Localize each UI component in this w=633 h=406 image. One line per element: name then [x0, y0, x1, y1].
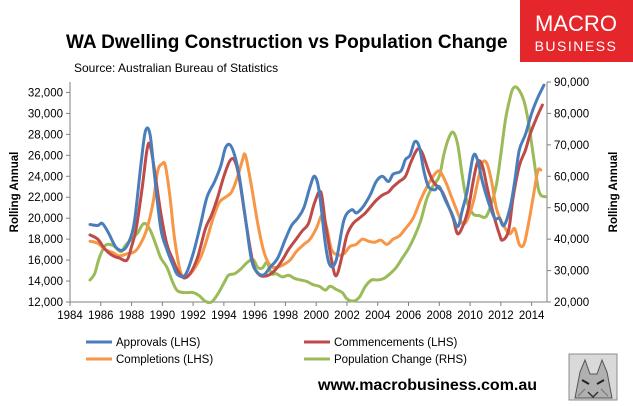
series-line-population-change: [88, 85, 547, 305]
x-tick-label: 1998: [273, 310, 299, 322]
x-tick-label: 1990: [150, 310, 176, 322]
y-right-tick-label: 60,000: [554, 171, 589, 183]
x-tick-label: 2000: [303, 310, 329, 322]
y-left-tick-label: 12,000: [28, 297, 63, 309]
x-tick-label: 2004: [365, 310, 391, 322]
y-right-tick-label: 40,000: [554, 234, 589, 246]
wolf-mascot-icon: [568, 353, 618, 401]
chart-subtitle: Source: Australian Bureau of Statistics: [74, 61, 278, 75]
chart-title: WA Dwelling Construction vs Population C…: [66, 32, 508, 53]
y-right-tick-label: 70,000: [554, 140, 589, 152]
logo-background: [520, 0, 633, 62]
website-url[interactable]: www.macrobusiness.com.au: [317, 377, 537, 394]
x-tick-label: 2012: [488, 310, 514, 322]
x-tick-label: 1992: [180, 310, 206, 322]
legend-label-commencements: Commencements (LHS): [334, 337, 458, 349]
y-left-tick-label: 14,000: [28, 276, 63, 288]
legend-label-approvals: Approvals (LHS): [116, 337, 201, 349]
y-left-tick-label: 20,000: [28, 213, 63, 225]
x-tick-label: 2002: [334, 310, 360, 322]
series-line-commencements: [88, 103, 544, 280]
macro-business-logo[interactable]: MACRO BUSINESS: [520, 0, 633, 62]
x-tick-label: 1986: [88, 310, 114, 322]
x-tick-label: 2014: [519, 310, 545, 322]
y-left-tick-label: 16,000: [28, 255, 63, 267]
x-tick-label: 2010: [457, 310, 483, 322]
y-left-tick-label: 24,000: [28, 171, 63, 183]
x-tick-label: 1996: [242, 310, 268, 322]
y-left-tick-label: 18,000: [28, 234, 63, 246]
x-tick-label: 1988: [119, 310, 145, 322]
series-lines: [88, 83, 547, 305]
legend-item-commencements: Commencements (LHS): [304, 337, 458, 349]
y-right-tick-label: 30,000: [554, 266, 589, 278]
y-axis-right: 20,000 30,000 40,000 50,000 60,000 70,000 80,0…: [547, 77, 589, 309]
logo-line-1: MACRO: [535, 11, 617, 36]
y-axis-left: 12,000 14,000 16,000 18,000 20,000 22,000 24,0…: [28, 87, 70, 309]
y-axis-left-title: Rolling Annual: [9, 152, 21, 233]
y-right-tick-label: 80,000: [554, 108, 589, 120]
y-right-tick-label: 20,000: [554, 297, 589, 309]
y-left-tick-label: 26,000: [28, 150, 63, 162]
y-left-tick-label: 22,000: [28, 192, 63, 204]
y-left-tick-label: 28,000: [28, 129, 63, 141]
x-tick-label: 1984: [57, 310, 83, 322]
y-left-tick-label: 30,000: [28, 108, 63, 120]
y-axis-right-title: Rolling Annual: [608, 152, 620, 233]
y-right-tick-label: 50,000: [554, 203, 589, 215]
legend-label-completions: Completions (LHS): [116, 354, 213, 366]
legend-label-population-change: Population Change (RHS): [334, 354, 467, 366]
x-tick-label: 1994: [211, 310, 237, 322]
y-right-tick-label: 90,000: [554, 77, 589, 89]
legend-item-completions: Completions (LHS): [86, 354, 213, 366]
x-tick-label: 2008: [426, 310, 452, 322]
x-tick-label: 2006: [396, 310, 422, 322]
y-left-tick-label: 32,000: [28, 87, 63, 99]
legend-item-population-change: Population Change (RHS): [304, 354, 467, 366]
plot-area-frame: [69, 82, 548, 303]
logo-line-2: BUSINESS: [535, 38, 618, 54]
x-axis: 1984 1986 1988 1990 1992 1994 1996 1998 2000 2002…: [57, 302, 545, 322]
legend-item-approvals: Approvals (LHS): [86, 337, 201, 349]
series-line-approvals: [88, 83, 546, 279]
legend: Approvals (LHS) Commencements (LHS) Comp…: [86, 337, 467, 366]
